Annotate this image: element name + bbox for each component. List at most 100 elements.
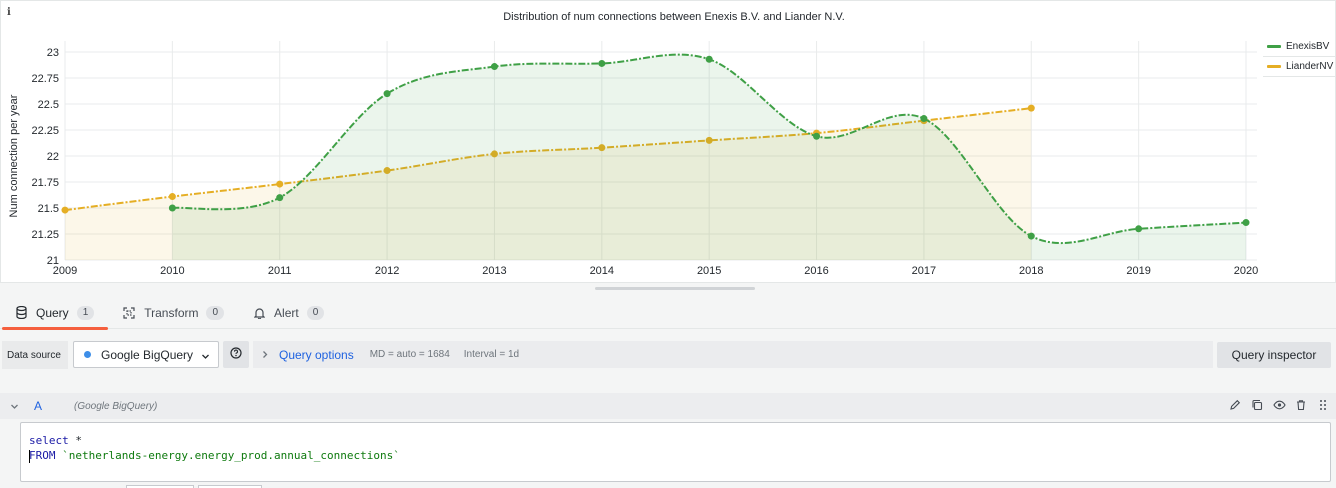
interval-value: Interval = 1d [463,349,520,360]
x-tick-label: 2010 [160,265,184,277]
x-tick-label: 2009 [53,265,77,277]
tab-transform-count: 0 [206,305,225,320]
y-tick-label: 21.25 [31,229,59,241]
legend-swatch [1267,65,1281,68]
sql-table-name: `netherlands-energy.energy_prod.annual_c… [62,449,400,462]
series-area-EnexisBV [172,54,1246,261]
query-inspector-button[interactable]: Query inspector [1217,342,1331,368]
duplicate-icon[interactable] [1250,398,1264,412]
y-axis-label: Num connection per year [8,94,20,217]
x-tick-label: 2019 [1126,265,1150,277]
query-ref-id[interactable]: A [34,399,43,413]
data-point-LianderNV [276,180,284,188]
query-options-toggle[interactable]: Query options MD = auto = 1684 Interval … [253,341,1213,368]
tab-transform[interactable]: Transform 0 [108,297,238,328]
series-area-LianderNV [65,108,1032,260]
datasource-picker[interactable]: Google BigQuery [73,341,219,368]
data-point-EnexisBV [920,115,928,123]
legend-label: EnexisBV [1286,41,1330,52]
hidden-control[interactable] [198,485,262,488]
y-tick-label: 21 [47,255,59,267]
x-tick-label: 2017 [912,265,936,277]
tab-alert-label: Alert [274,305,299,320]
x-tick-label: 2018 [1019,265,1043,277]
max-data-points: MD = auto = 1684 [369,349,450,360]
tab-transform-label: Transform [144,305,199,320]
sql-keyword-from: FROM [29,449,56,462]
datasource-selected: Google BigQuery [101,347,194,362]
question-circle-icon [230,347,242,362]
x-tick-label: 2016 [804,265,828,277]
y-tick-label: 22 [47,151,59,163]
data-point-LianderNV [1027,104,1035,112]
datasource-help-button[interactable] [223,341,249,368]
database-icon [14,306,28,320]
info-icon[interactable]: i [7,7,11,18]
chart-legend: EnexisBV LianderNV [1263,37,1336,77]
bigquery-icon [84,351,91,358]
legend-swatch [1267,45,1281,48]
query-row-header: A (Google BigQuery) [0,393,1336,419]
datasource-row: Data source Google BigQuery Query option… [0,341,1336,369]
collapse-query-toggle[interactable] [0,402,28,411]
chart-panel: i Distribution of num connections betwee… [0,0,1336,283]
y-tick-label: 21.75 [31,177,59,189]
trash-icon[interactable] [1294,398,1308,412]
y-tick-label: 21.5 [38,203,59,215]
x-tick-label: 2014 [590,265,614,277]
line-chart: 21 21.25 21.5 21.75 22 22.25 22.5 22.75 23 2009 20… [8,41,1258,277]
data-point-EnexisBV [598,59,606,67]
data-point-LianderNV [383,167,391,175]
data-point-EnexisBV [1242,219,1250,227]
series-line-LianderNV [64,107,1032,212]
sql-select-rest: * [68,434,82,447]
data-point-EnexisBV [705,55,713,63]
chart-title: Distribution of num connections between … [503,11,845,23]
bell-icon [252,306,266,320]
chevron-down-icon [10,404,18,409]
x-tick-label: 2012 [375,265,399,277]
data-point-EnexisBV [383,90,391,98]
query-datasource-name: (Google BigQuery) [74,400,158,412]
data-point-EnexisBV [168,204,176,212]
legend-item[interactable]: LianderNV [1263,57,1336,77]
sql-line-1: select * [29,433,1322,448]
sql-keyword-select: select [29,434,69,447]
edit-icon[interactable] [1228,398,1242,412]
data-point-EnexisBV [1135,225,1143,233]
query-row-actions [1228,398,1330,412]
sql-editor[interactable]: select * FROM `netherlands-energy.energy… [20,422,1331,482]
data-point-LianderNV [490,150,498,158]
data-point-EnexisBV [490,63,498,71]
tab-alert[interactable]: Alert 0 [238,297,338,328]
data-point-EnexisBV [276,194,284,202]
query-options-label: Query options [279,347,354,362]
x-tick-label: 2011 [268,265,292,277]
sql-line-2: FROM `netherlands-energy.energy_prod.ann… [29,448,1322,463]
panel-resize-handle[interactable] [595,287,755,290]
data-point-LianderNV [61,206,69,214]
eye-icon[interactable] [1272,398,1286,412]
data-point-LianderNV [705,136,713,144]
legend-label: LianderNV [1286,61,1334,72]
chevron-down-icon [201,350,210,364]
y-tick-label: 22.75 [31,73,59,85]
y-tick-label: 22.5 [38,99,59,111]
data-point-EnexisBV [813,132,821,140]
text-cursor [29,449,30,463]
hidden-control[interactable] [126,485,194,488]
series-line-EnexisBV [172,53,1247,245]
chevron-right-icon [261,348,269,362]
datasource-label: Data source [2,341,68,369]
transform-icon [122,306,136,320]
y-tick-label: 22.25 [31,125,59,137]
tab-query[interactable]: Query 1 [0,297,109,330]
data-point-LianderNV [168,193,176,201]
drag-handle-icon[interactable] [1316,398,1330,412]
data-point-LianderNV [598,144,606,152]
x-tick-label: 2013 [482,265,506,277]
x-tick-label: 2020 [1234,265,1258,277]
legend-item[interactable]: EnexisBV [1263,37,1336,57]
tab-alert-count: 0 [306,305,325,320]
tab-query-label: Query [36,305,69,320]
